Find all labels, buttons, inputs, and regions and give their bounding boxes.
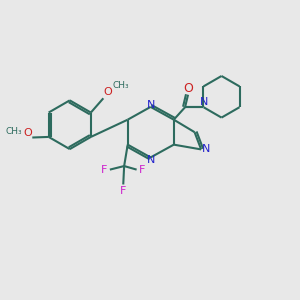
Text: N: N: [146, 100, 155, 110]
Text: O: O: [183, 82, 193, 95]
Text: N: N: [202, 144, 211, 154]
Text: F: F: [101, 165, 108, 175]
Text: CH₃: CH₃: [6, 128, 22, 136]
Text: F: F: [120, 186, 126, 196]
Text: CH₃: CH₃: [112, 81, 129, 90]
Text: F: F: [139, 165, 145, 175]
Text: O: O: [104, 87, 112, 97]
Text: N: N: [146, 154, 155, 164]
Text: O: O: [23, 128, 32, 138]
Text: N: N: [200, 97, 208, 107]
